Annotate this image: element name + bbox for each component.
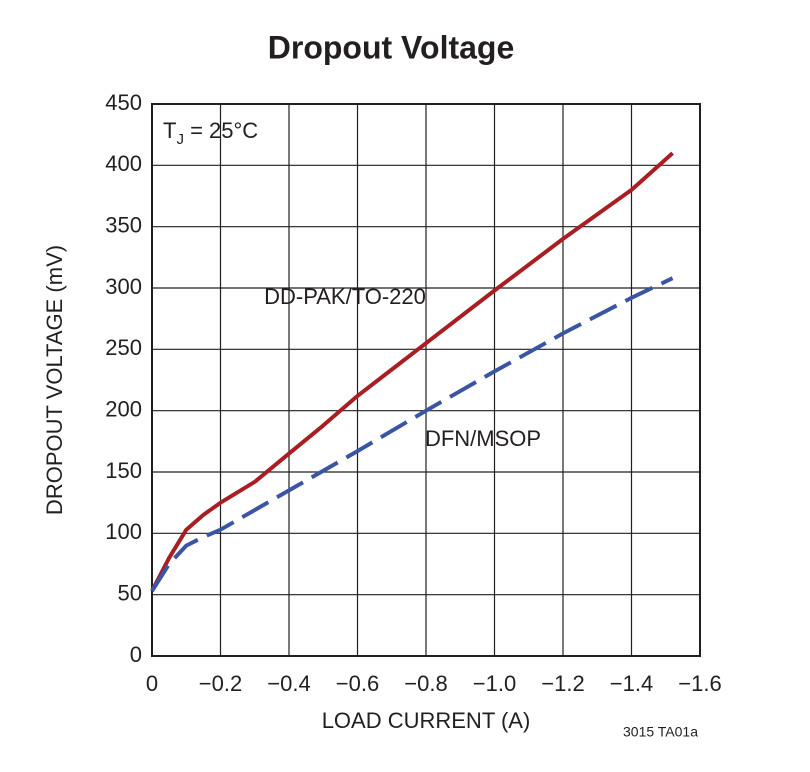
chart-title: Dropout Voltage bbox=[268, 29, 515, 65]
series-label: DD-PAK/TO-220 bbox=[264, 284, 426, 309]
y-tick-label: 400 bbox=[105, 151, 142, 176]
y-tick-label: 300 bbox=[105, 274, 142, 299]
x-tick-label: −1.0 bbox=[473, 671, 516, 696]
x-tick-label: −1.6 bbox=[678, 671, 721, 696]
x-tick-label: −1.2 bbox=[541, 671, 584, 696]
annotation-part: = 25°C bbox=[184, 118, 258, 143]
x-axis-label: LOAD CURRENT (A) bbox=[322, 708, 531, 733]
y-axis-label: DROPOUT VOLTAGE (mV) bbox=[42, 245, 67, 515]
data-line bbox=[150, 151, 674, 592]
x-tick-label: −0.8 bbox=[404, 671, 447, 696]
y-tick-label: 450 bbox=[105, 90, 142, 115]
y-tick-label: 350 bbox=[105, 212, 142, 237]
y-tick-label: 200 bbox=[105, 396, 142, 421]
annotation-part: T bbox=[163, 118, 176, 143]
x-tick-label: 0 bbox=[146, 671, 158, 696]
plot-frame bbox=[151, 103, 701, 657]
x-tick-label: −0.6 bbox=[336, 671, 379, 696]
y-tick-label: 50 bbox=[118, 580, 142, 605]
x-tick-label: −0.2 bbox=[199, 671, 242, 696]
y-tick-label: 100 bbox=[105, 519, 142, 544]
series-label: DFN/MSOP bbox=[425, 426, 541, 451]
annotation-subscript: J bbox=[176, 131, 184, 148]
y-tick-label: 150 bbox=[105, 458, 142, 483]
x-tick-label: −1.4 bbox=[610, 671, 653, 696]
y-tick-label: 0 bbox=[130, 642, 142, 667]
x-tick-label: −0.4 bbox=[267, 671, 310, 696]
annotation: TJ = 25°C bbox=[163, 118, 258, 148]
data-line bbox=[150, 276, 674, 593]
y-tick-label: 250 bbox=[105, 335, 142, 360]
footnote: 3015 TA01a bbox=[623, 724, 698, 740]
